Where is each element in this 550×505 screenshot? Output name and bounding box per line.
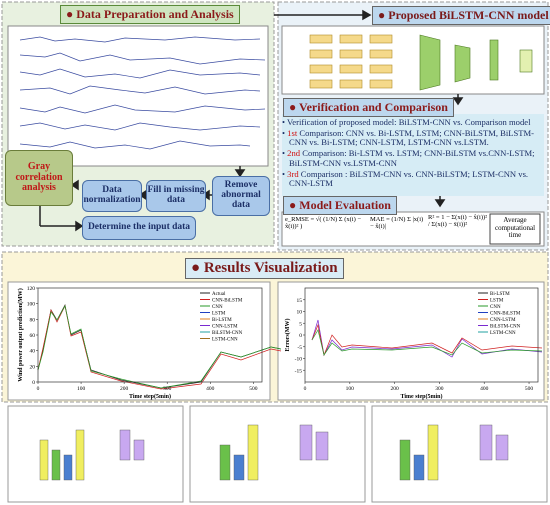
legend-label: LSTM [490, 299, 504, 304]
y-tick-label: -5 [297, 345, 302, 351]
item-text: Comparison : BiLSTM-CNN vs. CNN-BiLSTM; … [289, 168, 529, 189]
series-traces [19, 36, 266, 150]
time-label: Average computational time [494, 216, 536, 240]
metric-chart-2 [189, 405, 366, 503]
metric-bars [39, 424, 509, 481]
x-tick-label: 500 [525, 386, 534, 392]
x-tick-label: 300 [435, 386, 444, 392]
x-tick-label: 200 [120, 386, 129, 392]
x-axis-label: Time step(5min) [129, 393, 171, 400]
x-tick-label: 300 [163, 386, 172, 392]
metric-chart-1 [7, 405, 184, 503]
legend-label: Bi-LSTM [212, 318, 232, 323]
x-tick-label: 400 [480, 386, 489, 392]
verification-item: • 3rd Comparison : BiLSTM-CNN vs. CNN-Bi… [282, 168, 529, 189]
y-tick-label: 10 [297, 310, 303, 316]
legend-label: LSTM [212, 312, 226, 317]
verification-item: • Verification of proposed model: BiLSTM… [282, 117, 531, 127]
y-axis-label: Wind power output prediction(MW) [17, 288, 24, 382]
y-tick-label: -15 [295, 368, 303, 374]
item-label: 3rd [287, 168, 299, 179]
verification-list: • Verification of proposed model: BiLSTM… [282, 117, 544, 190]
x-tick-label: 0 [304, 386, 307, 392]
y-tick-label: -10 [295, 357, 303, 363]
step-box: Remove abnormal data [212, 176, 270, 216]
title-text: Verification and Comparison [299, 100, 448, 114]
title-text: Proposed BiLSTM-CNN model [388, 8, 549, 22]
y-tick-label: 80 [30, 317, 36, 323]
item-label: 2nd [287, 148, 301, 159]
legend-label: Bi-LSTM [490, 292, 510, 297]
legend-label: CNN-BiLSTM [212, 299, 243, 304]
x-tick-label: 100 [77, 386, 86, 392]
chart-frame [7, 281, 271, 401]
title-text: Data Preparation and Analysis [76, 7, 234, 21]
legend-label: LSTM-CNN [490, 331, 516, 336]
formula: MAE = (1/N) Σ |x(i) − x̂(i)| [370, 216, 424, 231]
y-axis-label: Errors(MW) [284, 319, 291, 352]
title-text: Model Evaluation [299, 198, 391, 212]
section-title: ● Model Evaluation [283, 196, 397, 215]
verification-bg [282, 114, 544, 196]
y-tick-label: 20 [30, 364, 36, 370]
lstm-cells [309, 34, 393, 89]
item-text: Comparison: Bi-LSTM vs. LSTM; CNN-BiLSTM… [289, 148, 535, 168]
y-tick-label: 5 [299, 321, 302, 327]
legend-label: CNN-LSTM [212, 325, 238, 330]
section-title: ● Verification and Comparison [283, 98, 454, 117]
prediction-traces [37, 303, 282, 390]
section-title: ● Data Preparation and Analysis [60, 5, 240, 24]
time-box [489, 213, 541, 245]
item-label: 1st [287, 127, 298, 138]
y-tick-label: 0 [299, 333, 302, 339]
verification-item: • 2nd Comparison: Bi-LSTM vs. LSTM; CNN-… [282, 148, 535, 168]
error-traces [311, 319, 543, 358]
legend-label: CNN-LSTM [490, 318, 516, 323]
x-tick-label: 0 [37, 386, 40, 392]
step-box: Fill in missing data [146, 180, 206, 212]
title-text: Results Visualization [203, 260, 338, 276]
step-box: Determine the input data [82, 216, 196, 240]
arrows [39, 9, 464, 232]
legend-label: CNN [212, 305, 223, 310]
item-text: Verification of proposed model: BiLSTM-C… [287, 117, 531, 127]
legend-label: BiLSTM-CNN [212, 331, 243, 336]
step-box: Gray correlation analysis [5, 150, 73, 206]
x-tick-label: 100 [346, 386, 355, 392]
x-tick-label: 400 [206, 386, 215, 392]
step-box: Data normalization [82, 180, 142, 212]
y-tick-label: 120 [27, 286, 36, 292]
legend-label: BiLSTM-CNN [490, 325, 521, 330]
section-title: ● Results Visualization [185, 258, 344, 279]
legend-label: CNN [490, 305, 501, 310]
verification-item: • 1st Comparison: CNN vs. Bi-LSTM, LSTM;… [282, 127, 535, 148]
item-text: Comparison: CNN vs. Bi-LSTM, LSTM; CNN-B… [289, 127, 535, 148]
y-tick-label: 60 [30, 333, 36, 339]
y-tick-label: 15 [297, 298, 303, 304]
x-tick-label: 500 [249, 386, 258, 392]
chart-frame [277, 281, 545, 401]
legend-label: LSTM-CNN [212, 338, 238, 343]
legend-label: Actual [212, 292, 226, 297]
legend-label: CNN-BiLSTM [490, 312, 521, 317]
formula: R² = 1 − Σ(x(i) − x̂(i))² / Σ(x(i) − x̄(… [428, 214, 488, 229]
section-title: ● Proposed BiLSTM-CNN model [372, 6, 550, 25]
x-axis-label: Time step(5min) [400, 393, 442, 400]
y-tick-label: 40 [30, 349, 36, 355]
y-tick-label: 0 [32, 380, 35, 386]
raw-series [7, 25, 269, 167]
formula: e_RMSE = √( (1/N) Σ (x(i) − x̂(i))² ) [285, 216, 362, 231]
y-tick-label: 100 [27, 302, 36, 308]
x-tick-label: 200 [390, 386, 399, 392]
cnn-layers [419, 34, 533, 91]
